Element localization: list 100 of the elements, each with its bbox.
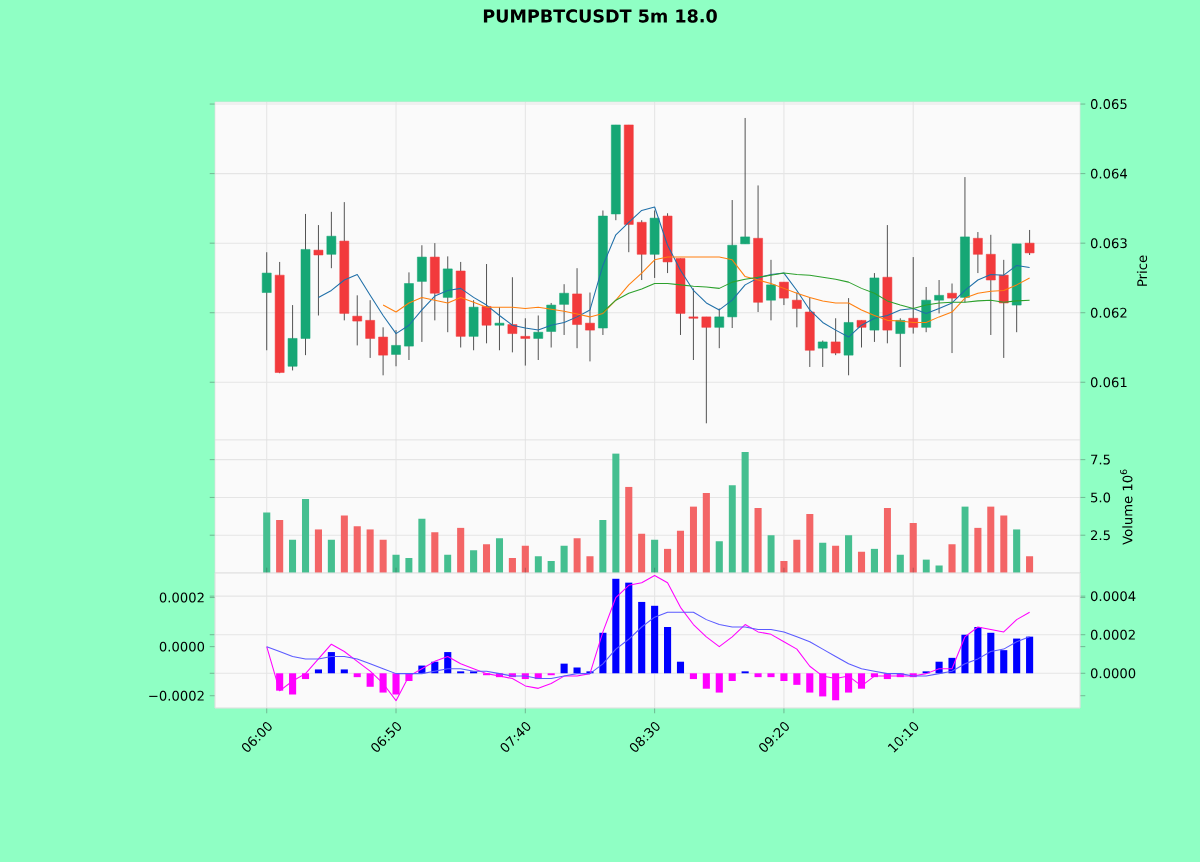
bar — [754, 673, 762, 678]
bar — [1000, 650, 1008, 674]
bar — [599, 520, 607, 573]
bar — [353, 673, 361, 678]
bar — [935, 565, 943, 573]
candlestick — [947, 283, 957, 354]
y-tick-label: 0.0000 — [159, 641, 205, 652]
bar — [987, 632, 995, 674]
bar — [857, 551, 866, 573]
bar — [961, 634, 969, 674]
y-tick-label: 0.062 — [1090, 307, 1127, 318]
bar — [676, 661, 685, 674]
candlestick — [520, 317, 531, 366]
bar — [689, 506, 697, 573]
candlestick — [378, 326, 388, 376]
bar — [560, 663, 568, 674]
bar — [379, 539, 387, 573]
bar — [392, 673, 400, 695]
bar — [353, 526, 361, 573]
bar — [327, 652, 335, 674]
candlestick — [701, 316, 712, 424]
y2-tick-label: 0.0004 — [1090, 591, 1136, 602]
bar — [974, 527, 982, 573]
bar — [392, 554, 400, 573]
bar — [495, 538, 504, 573]
bar — [845, 673, 853, 693]
bar — [715, 541, 723, 573]
bar — [676, 530, 685, 573]
y-tick-label: 0.061 — [1090, 377, 1127, 388]
bar — [870, 548, 878, 573]
bar — [832, 545, 840, 573]
bar — [845, 535, 853, 573]
candlestick — [326, 211, 337, 269]
bar — [819, 673, 827, 697]
bar — [340, 669, 348, 674]
y-tick-label: −0.0002 — [149, 690, 204, 701]
bar — [664, 627, 672, 674]
bar — [689, 673, 697, 680]
bar — [806, 673, 814, 693]
bar — [431, 532, 439, 573]
bar — [327, 539, 335, 573]
candlestick — [313, 224, 324, 316]
bar — [625, 582, 633, 674]
bar — [470, 550, 478, 573]
bar — [767, 673, 775, 678]
candlestick — [261, 251, 272, 351]
candlestick — [934, 279, 944, 314]
bar — [314, 669, 322, 674]
bar — [612, 578, 620, 674]
y-tick-label: 0.064 — [1090, 168, 1128, 179]
candlestick — [895, 317, 906, 368]
bar — [263, 512, 271, 573]
bar — [638, 533, 646, 573]
bar — [767, 535, 775, 573]
bar — [651, 605, 659, 674]
y-tick-label: 0.065 — [1090, 99, 1127, 110]
bar — [702, 492, 710, 573]
bar — [896, 554, 904, 573]
bar — [573, 667, 581, 674]
bar — [521, 545, 529, 573]
bar — [301, 498, 310, 573]
candlestick — [792, 292, 802, 328]
bar — [405, 557, 413, 573]
candlestick — [352, 294, 363, 346]
bar — [534, 556, 542, 573]
bar — [314, 529, 322, 573]
bar — [793, 673, 801, 685]
y-tick-label: 5.0 — [1091, 492, 1111, 503]
candlestick — [908, 256, 919, 334]
bar — [780, 673, 788, 681]
candlestick — [740, 117, 750, 245]
bar — [573, 538, 581, 573]
y-tick-label: 0.0002 — [159, 592, 204, 603]
candlestick — [973, 231, 983, 274]
bar — [728, 485, 736, 573]
bar — [625, 486, 633, 573]
bar — [366, 673, 374, 687]
bar — [754, 508, 762, 573]
bar — [728, 673, 736, 681]
bar — [444, 554, 452, 573]
bar — [508, 557, 516, 573]
candlestick — [817, 340, 828, 368]
y-tick-label: 7.5 — [1091, 454, 1110, 465]
bar — [793, 539, 801, 573]
bar — [961, 506, 969, 573]
candlestick — [481, 263, 492, 344]
bar — [340, 515, 348, 573]
bar — [909, 523, 917, 573]
line-series — [602, 272, 1031, 313]
candlestick — [494, 306, 505, 351]
candlestick — [714, 308, 725, 349]
candlestick — [391, 329, 401, 367]
bar — [948, 544, 956, 573]
bar — [702, 673, 710, 689]
bar — [987, 506, 995, 573]
candlestick — [1024, 229, 1035, 256]
bar — [1013, 638, 1021, 674]
bar — [289, 673, 297, 695]
bar — [664, 548, 672, 573]
candlestick — [533, 315, 544, 361]
